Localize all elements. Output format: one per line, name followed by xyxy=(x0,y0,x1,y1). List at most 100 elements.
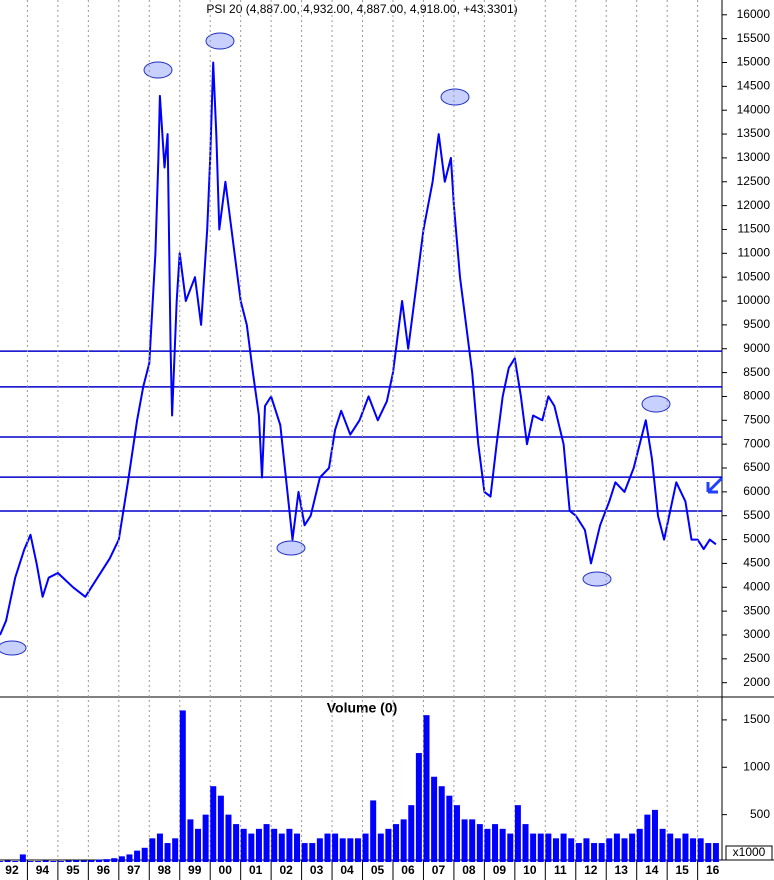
volume-bar xyxy=(438,786,445,862)
volume-bar xyxy=(667,833,674,862)
volume-bar xyxy=(385,828,392,862)
y-tick-label: 9500 xyxy=(743,317,770,331)
volume-bar xyxy=(324,833,331,862)
volume-bar xyxy=(187,819,194,862)
y-tick-label: 3000 xyxy=(743,627,770,641)
x-tick-label: 13 xyxy=(615,863,629,877)
volume-bar xyxy=(560,833,567,862)
volume-bar xyxy=(682,833,689,862)
volume-bar xyxy=(263,824,270,862)
y-tick-label: 8000 xyxy=(743,389,770,403)
volume-bar xyxy=(0,861,3,862)
volume-bar xyxy=(301,843,308,862)
volume-bar xyxy=(88,860,95,862)
y-tick-label: 9000 xyxy=(743,341,770,355)
x-tick-label: 99 xyxy=(188,863,202,877)
y-tick-label: 6500 xyxy=(743,460,770,474)
volume-bar xyxy=(164,843,171,862)
volume-bar xyxy=(507,833,514,862)
volume-bar xyxy=(651,809,658,862)
volume-bar xyxy=(537,833,544,862)
y-tick-label: 1500 xyxy=(743,712,770,726)
volume-title: Volume (0) xyxy=(327,700,398,716)
volume-bar xyxy=(606,838,613,862)
volume-bar xyxy=(408,805,415,862)
volume-bar xyxy=(591,843,598,862)
arrow-icon xyxy=(706,476,724,494)
volume-bar xyxy=(233,824,240,862)
y-tick-label: 14000 xyxy=(737,102,771,116)
x-tick-label: 07 xyxy=(432,863,446,877)
volume-bar xyxy=(255,828,262,862)
volume-bar xyxy=(492,824,499,862)
y-tick-label: 2000 xyxy=(743,675,770,689)
volume-bar xyxy=(118,856,125,862)
y-tick-label: 10000 xyxy=(737,293,771,307)
volume-bar xyxy=(309,843,316,862)
volume-bar xyxy=(347,838,354,862)
volume-bar xyxy=(613,833,620,862)
volume-bar xyxy=(286,828,293,862)
volume-bar xyxy=(339,838,346,862)
volume-bar xyxy=(240,828,247,862)
x-tick-label: 05 xyxy=(371,863,385,877)
volume-bar xyxy=(80,860,87,862)
volume-bar xyxy=(172,838,179,862)
volume-bar xyxy=(210,786,217,862)
y-tick-label: 10500 xyxy=(737,269,771,283)
x-tick-label: 11 xyxy=(554,863,567,877)
volume-bar xyxy=(644,814,651,862)
y-tick-label: 500 xyxy=(750,807,770,821)
volume-bar xyxy=(27,861,34,862)
volume-bar xyxy=(431,776,438,862)
volume-bar xyxy=(393,824,400,862)
x-tick-label: 08 xyxy=(462,863,476,877)
volume-bar xyxy=(126,854,133,862)
volume-bar xyxy=(476,824,483,862)
volume-bar xyxy=(697,838,704,862)
volume-bar xyxy=(423,715,430,862)
volume-bar xyxy=(522,824,529,862)
volume-bar xyxy=(446,795,453,862)
x-tick-label: 92 xyxy=(5,863,19,877)
volume-bar xyxy=(705,843,712,862)
y-tick-label: 13000 xyxy=(737,150,771,164)
y-tick-label: 11500 xyxy=(738,222,771,236)
y-tick-label: 12500 xyxy=(737,174,771,188)
volume-bar xyxy=(65,860,72,862)
volume-bar xyxy=(57,861,64,862)
y-tick-label: 4500 xyxy=(743,556,770,570)
volume-bar xyxy=(96,859,103,862)
y-tick-label: 2500 xyxy=(743,651,770,665)
volume-bar xyxy=(141,847,148,862)
volume-bar xyxy=(316,838,323,862)
volume-bar xyxy=(202,814,209,862)
volume-bar xyxy=(674,838,681,862)
y-tick-label: 14500 xyxy=(737,79,771,93)
x-tick-label: 95 xyxy=(66,863,80,877)
x-tick-label: 97 xyxy=(127,863,141,877)
volume-bar xyxy=(659,828,666,862)
volume-bar xyxy=(179,710,186,862)
volume-bar xyxy=(248,833,255,862)
volume-bar xyxy=(530,833,537,862)
x-tick-label: 02 xyxy=(279,863,293,877)
x-tick-label: 94 xyxy=(36,863,50,877)
y-tick-label: 11000 xyxy=(738,245,771,259)
x-tick-label: 10 xyxy=(523,863,537,877)
y-tick-label: 8500 xyxy=(743,365,770,379)
price-line xyxy=(0,61,717,636)
y-tick-label: 7500 xyxy=(743,412,770,426)
volume-bar xyxy=(461,819,468,862)
volume-bar xyxy=(712,843,719,862)
x-tick-label: 03 xyxy=(310,863,324,877)
volume-bar xyxy=(50,861,57,862)
volume-bar xyxy=(19,854,26,862)
volume-bar xyxy=(103,859,110,862)
volume-bar xyxy=(362,833,369,862)
volume-bar xyxy=(598,843,605,862)
x-tick-label: 09 xyxy=(493,863,507,877)
volume-bar xyxy=(400,819,407,862)
bull-bear-icons xyxy=(0,32,671,656)
